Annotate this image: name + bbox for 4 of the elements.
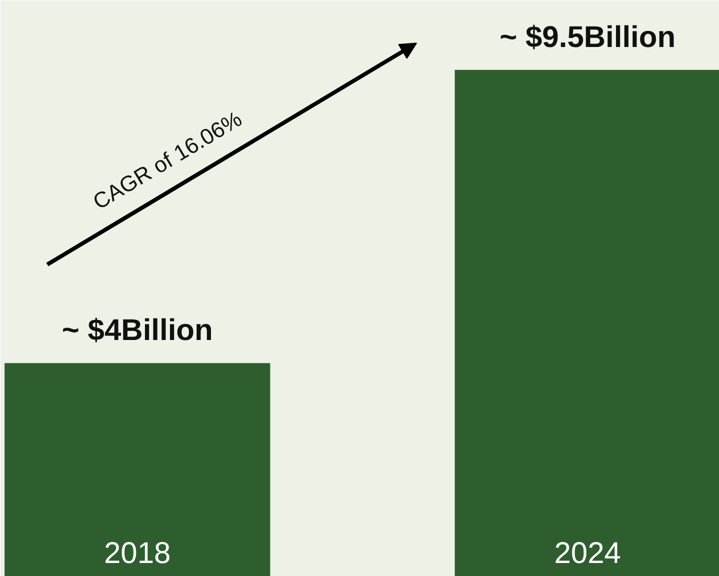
x-tick-label: 2024 [554, 537, 621, 570]
data-label: ~ $9.5Billion [500, 20, 676, 54]
x-tick-label: 2018 [104, 537, 171, 570]
data-label: ~ $4Billion [62, 314, 213, 348]
